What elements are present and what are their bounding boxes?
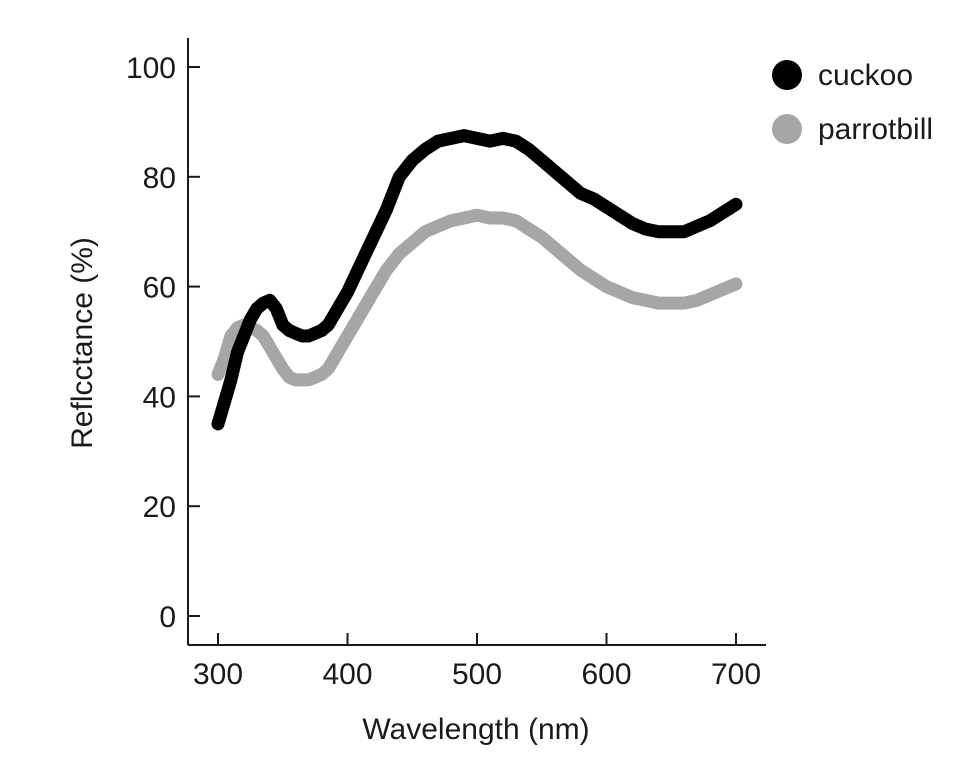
series-line-cuckoo [211,129,743,431]
y-tick-label: 100 [126,52,176,85]
y-tick-label: 40 [143,381,176,414]
legend: cuckoo parrotbill [772,59,933,146]
y-tick-label: 80 [143,162,176,195]
legend-label-parrotbill: parrotbill [818,113,933,146]
plot-area [211,129,743,431]
x-tick-label: 400 [322,658,372,691]
x-tick-label: 600 [581,658,631,691]
x-tick-label: 700 [711,658,761,691]
legend-swatch-parrotbill [772,114,802,144]
x-tick-label: 500 [452,658,502,691]
y-axis-ticks: 0 20 40 60 80 100 [126,52,200,634]
legend-item-parrotbill: parrotbill [772,113,933,146]
y-tick-label: 0 [159,601,176,634]
y-tick-label: 60 [143,272,176,305]
x-axis-title: Wavelength (nm) [362,713,589,746]
legend-label-cuckoo: cuckoo [818,59,913,92]
y-axis-title: Reflcctance (%) [66,237,99,449]
y-tick-label: 20 [143,491,176,524]
x-axis-ticks: 300 400 500 600 700 [193,633,761,691]
series-line-parrotbill [211,208,743,387]
x-tick-label: 300 [193,658,243,691]
legend-swatch-cuckoo [772,60,802,90]
legend-item-cuckoo: cuckoo [772,59,913,92]
